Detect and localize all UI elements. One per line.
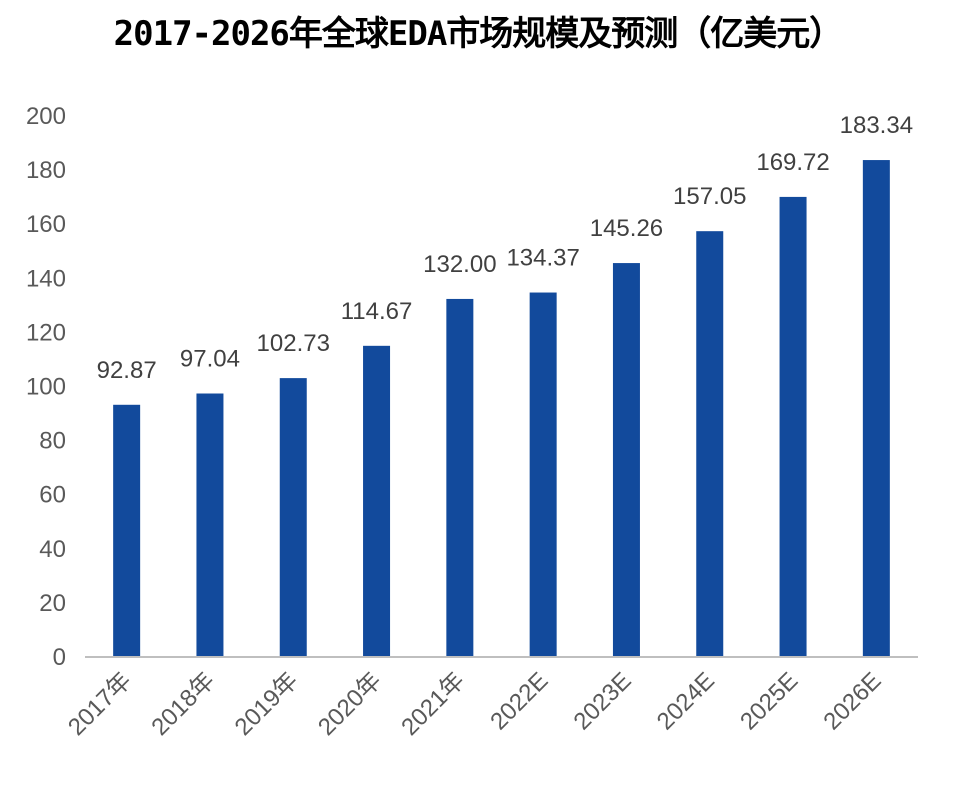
data-label: 134.37 xyxy=(506,245,579,272)
y-tick-label: 100 xyxy=(26,374,66,401)
data-label: 97.04 xyxy=(180,346,240,373)
x-tick-label: 2018年 xyxy=(146,667,220,741)
x-tick-label: 2025E xyxy=(735,667,803,735)
x-tick-label: 2024E xyxy=(652,667,720,735)
chart-title: 2017-2026年全球EDA市场规模及预测（亿美元） xyxy=(113,14,844,54)
bar xyxy=(529,292,557,656)
y-tick-label: 0 xyxy=(53,644,66,671)
bar xyxy=(612,263,640,656)
y-tick-label: 180 xyxy=(26,157,66,184)
x-tick-label: 2023E xyxy=(569,667,637,735)
data-label: 132.00 xyxy=(423,251,496,278)
y-tick-label: 20 xyxy=(39,590,66,617)
data-label: 145.26 xyxy=(590,215,663,242)
bar xyxy=(363,345,391,656)
data-label: 183.34 xyxy=(840,112,913,139)
y-tick-label: 140 xyxy=(26,265,66,292)
x-tick-label: 2020年 xyxy=(313,667,387,741)
x-tick-label: 2021年 xyxy=(396,667,470,741)
data-label: 92.87 xyxy=(97,357,157,384)
x-tick-label: 2017年 xyxy=(63,667,137,741)
y-tick-label: 160 xyxy=(26,211,66,238)
data-label: 114.67 xyxy=(341,298,413,325)
x-axis-ticks: 2017年 2018年 2019年 2020年 2021年 2022E 2023E 2024E… xyxy=(63,667,887,741)
y-tick-label: 40 xyxy=(39,536,66,563)
x-tick-label: 2022E xyxy=(485,667,553,735)
bar xyxy=(696,231,724,656)
bar xyxy=(862,160,890,656)
bars xyxy=(113,160,890,656)
data-label: 157.05 xyxy=(673,183,746,210)
data-label: 102.73 xyxy=(257,330,330,357)
bar xyxy=(446,298,474,656)
x-tick-label: 2019年 xyxy=(230,667,304,741)
bar xyxy=(113,404,141,656)
x-tick-label: 2026E xyxy=(818,667,886,735)
bar xyxy=(279,378,307,656)
y-tick-label: 80 xyxy=(39,428,66,455)
y-tick-label: 200 xyxy=(26,103,66,130)
bar xyxy=(196,393,224,656)
y-tick-label: 120 xyxy=(26,319,66,346)
y-tick-label: 60 xyxy=(39,482,66,509)
bar xyxy=(779,196,807,656)
data-label: 169.72 xyxy=(756,149,829,176)
data-labels: 92.87 97.04 102.73 114.67 132.00 134.37 145.26… xyxy=(97,112,913,384)
y-axis-ticks: 0 20 40 60 80 100 120 140 160 180 200 xyxy=(26,103,66,671)
